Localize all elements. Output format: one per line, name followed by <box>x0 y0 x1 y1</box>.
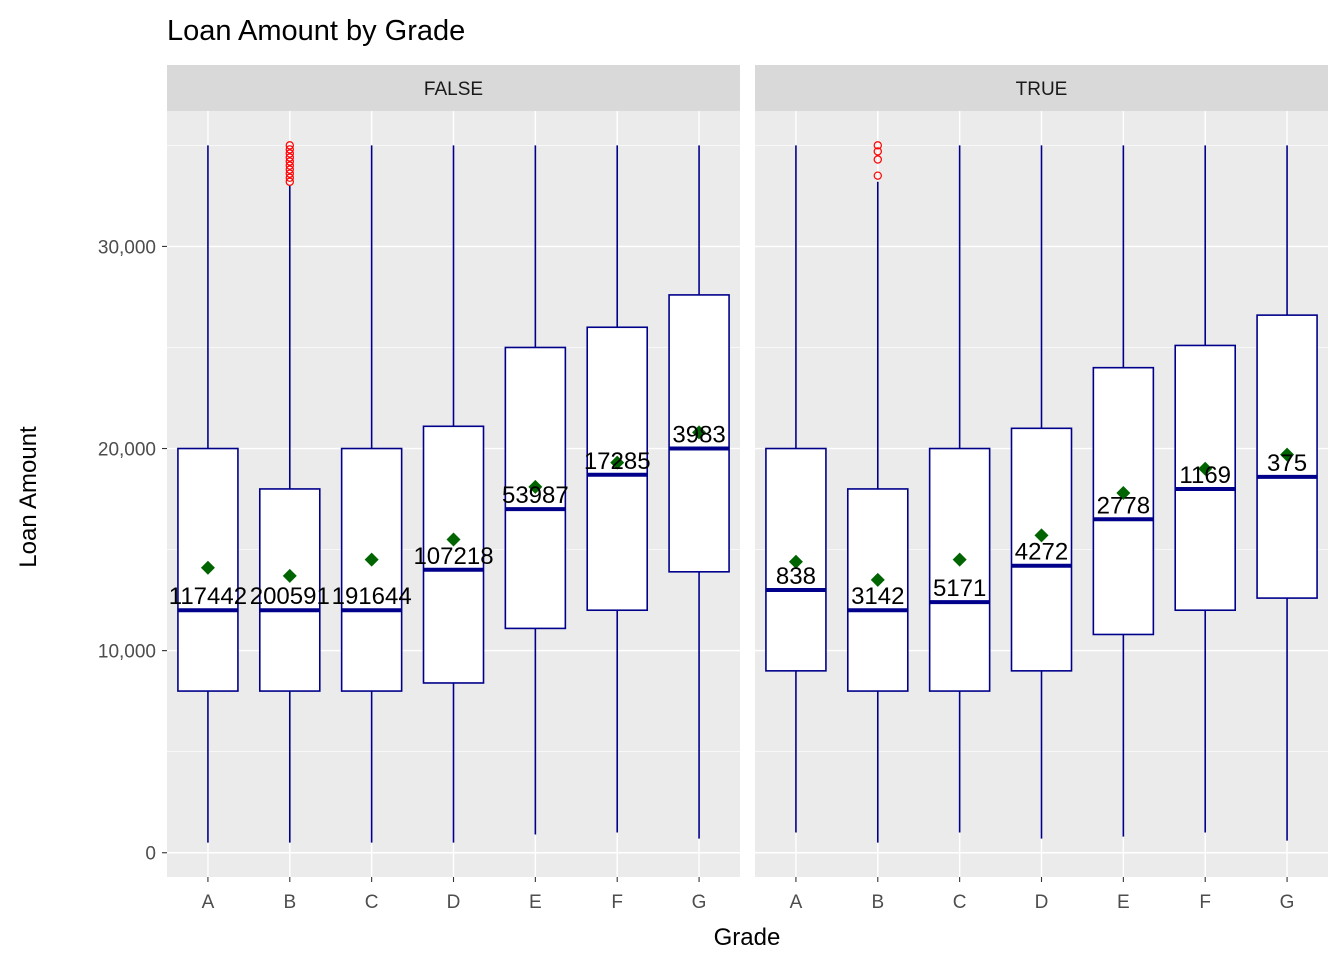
count-label: 17285 <box>584 448 651 475</box>
count-label: 3142 <box>851 583 904 610</box>
count-label: 838 <box>776 563 816 590</box>
count-label: 375 <box>1267 450 1307 477</box>
outlier-point <box>285 161 294 170</box>
chart-title: Loan Amount by Grade <box>167 15 465 47</box>
box-iqr <box>1174 344 1237 612</box>
mean-point <box>200 560 215 575</box>
outlier-point <box>873 171 882 180</box>
facet-strip <box>755 65 1328 111</box>
count-label: 5171 <box>933 575 986 602</box>
x-axis-title: Grade <box>714 924 781 951</box>
box-iqr <box>422 425 485 684</box>
box-iqr <box>258 488 321 692</box>
box-false-g: 3983 <box>668 145 730 839</box>
y-tick-label: 10,000 <box>98 642 156 663</box>
mean-point <box>1034 528 1049 543</box>
box-true-f: 1169 <box>1174 145 1237 833</box>
count-label: 53987 <box>502 482 569 509</box>
box-iqr <box>1010 427 1073 672</box>
count-label: 200591 <box>250 583 330 610</box>
facet-panel-true: TRUE A B C D E F G 838 3142 5171 4272 2778 1169 375 <box>755 65 1328 913</box>
count-label: 107218 <box>413 543 493 570</box>
facet-strip-label: TRUE <box>1016 79 1068 100</box>
outlier-point <box>285 153 294 162</box>
box-iqr <box>668 294 730 573</box>
outlier-point <box>285 169 294 178</box>
outlier-point <box>873 147 882 156</box>
box-true-d: 4272 <box>1010 145 1073 839</box>
x-tick-label: C <box>953 892 967 913</box>
count-label: 2778 <box>1097 492 1150 519</box>
count-label: 117442 <box>169 583 247 610</box>
box-true-e: 2778 <box>1092 145 1155 837</box>
box-true-c: 5171 <box>928 145 991 833</box>
outlier-point <box>285 157 294 166</box>
box-false-f: 17285 <box>584 145 651 833</box>
box-true-a: 838 <box>765 145 827 833</box>
outlier-point <box>873 141 882 150</box>
box-true-g: 375 <box>1256 145 1318 841</box>
outlier-point <box>285 141 294 150</box>
mean-point <box>1280 447 1295 462</box>
count-label: 3983 <box>672 422 725 449</box>
box-false-b: 200591 <box>250 141 330 843</box>
mean-point <box>870 572 885 587</box>
count-label: 1169 <box>1179 462 1231 489</box>
mean-point <box>610 455 625 470</box>
facet-strip <box>167 65 740 111</box>
outlier-point <box>873 155 882 164</box>
box-false-e: 53987 <box>502 145 569 835</box>
x-tick-label: C <box>365 892 379 913</box>
box-false-d: 107218 <box>413 145 494 843</box>
y-tick-label: 20,000 <box>98 440 156 461</box>
count-label: 191644 <box>332 583 412 610</box>
outlier-point <box>285 177 294 186</box>
box-iqr <box>928 447 991 692</box>
mean-point <box>282 568 297 583</box>
box-false-c: 191644 <box>332 145 412 843</box>
x-tick-label: F <box>1199 892 1211 913</box>
x-tick-label: D <box>447 892 461 913</box>
x-tick-label: B <box>283 892 296 913</box>
x-tick-label: E <box>529 892 542 913</box>
y-tick-label: 0 <box>145 844 156 865</box>
outlier-point <box>285 173 294 182</box>
outlier-point <box>285 165 294 174</box>
mean-point <box>364 552 379 567</box>
x-tick-label: A <box>202 892 215 913</box>
y-tick-label: 30,000 <box>98 237 156 258</box>
box-iqr <box>846 488 909 692</box>
x-tick-label: G <box>692 892 707 913</box>
x-tick-label: B <box>871 892 884 913</box>
box-true-b: 3142 <box>846 141 909 843</box>
count-label: 4272 <box>1015 539 1068 566</box>
mean-point <box>446 532 461 547</box>
mean-point <box>788 554 803 569</box>
x-tick-label: F <box>611 892 623 913</box>
facet-strip-label: FALSE <box>424 79 483 100</box>
mean-point <box>1198 461 1213 476</box>
outlier-point <box>285 145 294 154</box>
box-iqr <box>1092 366 1155 636</box>
box-iqr <box>340 447 403 692</box>
mean-point <box>952 552 967 567</box>
x-tick-label: E <box>1117 892 1130 913</box>
x-tick-label: D <box>1035 892 1049 913</box>
mean-point <box>1116 485 1131 500</box>
box-false-a: 117442 <box>169 145 247 843</box>
y-axis: 0 10,000 20,000 30,000 <box>98 237 167 865</box>
y-axis-title: Loan Amount <box>15 426 42 568</box>
mean-point <box>528 479 543 494</box>
mean-point <box>692 425 707 440</box>
outlier-point <box>285 149 294 158</box>
x-tick-label: G <box>1280 892 1295 913</box>
x-tick-label: A <box>790 892 803 913</box>
